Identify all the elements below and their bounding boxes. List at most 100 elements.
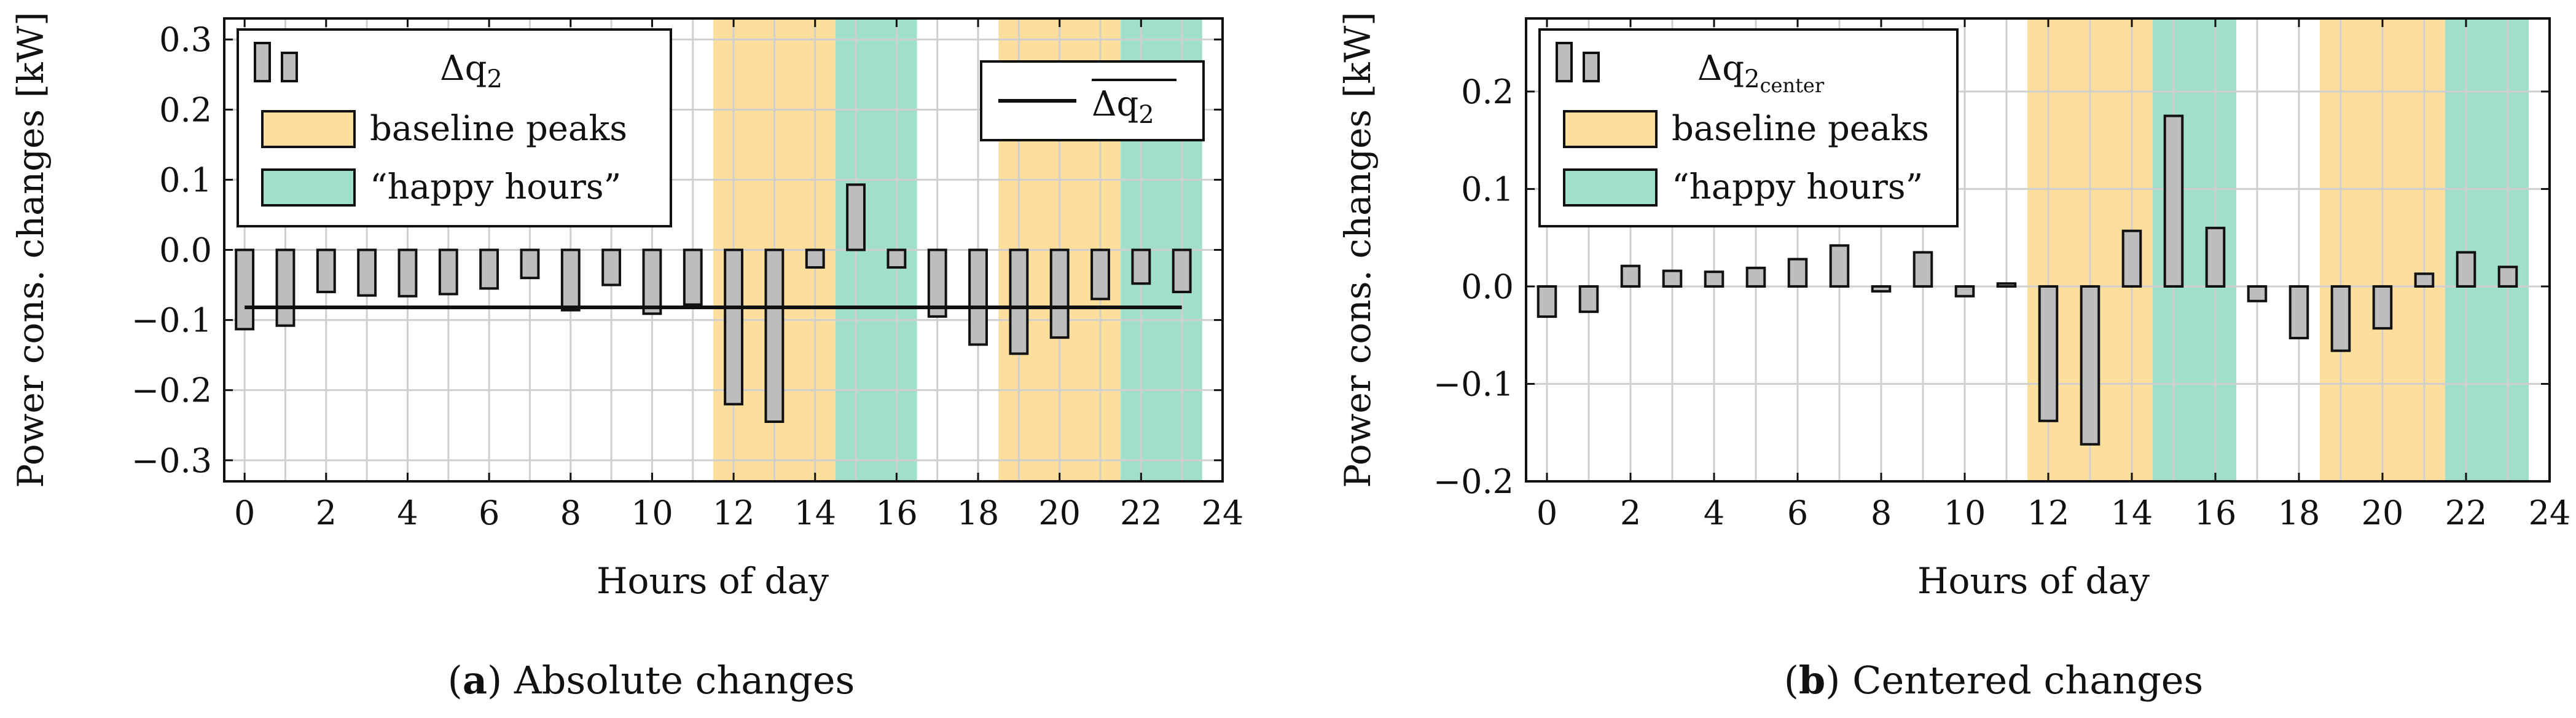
x-tick-label: 4: [1704, 494, 1725, 532]
legend-bar-glyph: [1556, 42, 1573, 82]
x-tick-label: 2: [1620, 494, 1641, 532]
bar-hour-21: [2414, 272, 2435, 288]
x-tick-label: 4: [397, 494, 418, 532]
y-tick-label: 0.1: [1461, 170, 1514, 208]
legend-happy-swatch: [261, 168, 356, 207]
bar-hour-20: [2372, 285, 2393, 330]
x-tick-label: 18: [2278, 494, 2320, 532]
legend-bar-glyph: [1583, 52, 1600, 82]
legend-mean-label: Δq2: [1092, 84, 1154, 129]
legend-bar-glyph: [281, 52, 298, 82]
y-tick-label: −0.2: [1433, 462, 1514, 501]
legend-happy-label: “happy hours”: [1672, 167, 1923, 207]
bar-hour-23: [1172, 248, 1192, 293]
legend-bar-glyph: [254, 42, 271, 82]
bar-hour-13: [2080, 285, 2100, 446]
bar-hour-6: [1787, 258, 1808, 288]
y-tick-label: −0.3: [131, 441, 212, 480]
x-tick-label: 0: [1537, 494, 1557, 532]
bar-hour-5: [438, 248, 458, 296]
bar-hour-1: [275, 248, 296, 327]
bar-hour-7: [520, 248, 540, 280]
legend-happy-label: “happy hours”: [370, 167, 621, 207]
bar-hour-10: [1954, 285, 1975, 298]
x-tick-label: 22: [2445, 494, 2488, 532]
figure-caption: (a) Absolute changes: [448, 658, 855, 703]
x-tick-label: 22: [1120, 494, 1162, 532]
bar-hour-23: [2497, 266, 2518, 288]
x-tick-label: 0: [234, 494, 255, 532]
bar-hour-5: [1745, 266, 1766, 288]
x-tick-label: 8: [560, 494, 581, 532]
bar-hour-6: [479, 248, 499, 290]
bar-hour-11: [683, 248, 703, 306]
bar-hour-13: [764, 248, 785, 424]
bar-hour-3: [357, 248, 377, 297]
bar-hour-3: [1662, 269, 1683, 288]
bar-hour-17: [927, 248, 947, 318]
bar-hour-16: [887, 248, 907, 269]
bar-hour-10: [642, 248, 662, 315]
x-tick-label: 12: [713, 494, 755, 532]
legend-baseline-swatch: [1563, 110, 1658, 148]
legend-happy-swatch: [1563, 168, 1658, 207]
bar-hour-19: [1009, 248, 1029, 355]
x-tick-label: 24: [2529, 494, 2571, 532]
y-axis-label: Power cons. changes [kW]: [1337, 12, 1379, 488]
y-tick-label: −0.1: [131, 301, 212, 340]
shaded-region-happy-hours: [2445, 18, 2529, 481]
x-tick-label: 14: [2111, 494, 2153, 532]
bar-hour-2: [316, 248, 336, 293]
y-tick-label: 0.2: [159, 90, 212, 129]
bar-hour-12: [724, 248, 744, 406]
bar-hour-9: [601, 248, 622, 286]
legend-series-label: Δq2: [440, 49, 503, 93]
bar-hour-18: [968, 248, 988, 346]
chart-absolute-changes: 0 2 4 6 8 10 12 14 16 18 20 22 24−0.3−0.2−0.10.00.10…: [10, 12, 1243, 703]
y-tick-label: 0.1: [159, 160, 212, 199]
bar-hour-1: [1578, 285, 1599, 314]
legend-baseline-swatch: [261, 110, 356, 148]
bar-hour-8: [1871, 285, 1892, 293]
x-tick-label: 6: [479, 494, 499, 532]
bar-hour-8: [560, 248, 581, 312]
x-tick-label: 8: [1871, 494, 1892, 532]
bar-hour-4: [397, 248, 418, 298]
x-tick-label: 20: [1038, 494, 1081, 532]
bar-hour-22: [2456, 251, 2476, 288]
legend-baseline-label: baseline peaks: [1672, 109, 1929, 149]
bar-hour-16: [2205, 226, 2226, 288]
bar-hour-11: [1996, 282, 2017, 288]
bar-hour-20: [1049, 248, 1070, 339]
x-tick-label: 20: [2362, 494, 2404, 532]
bar-hour-19: [2330, 285, 2351, 352]
bar-hour-12: [2038, 285, 2059, 422]
x-tick-label: 6: [1787, 494, 1808, 532]
bar-hour-7: [1829, 244, 1850, 288]
x-tick-label: 10: [1944, 494, 1986, 532]
bar-hour-17: [2247, 285, 2268, 302]
y-axis-label: Power cons. changes [kW]: [10, 12, 52, 488]
y-tick-label: −0.1: [1433, 365, 1514, 403]
bar-hour-15: [2163, 114, 2184, 288]
legend: Δq2 baseline peaks “happy hours”: [237, 28, 672, 227]
y-tick-label: 0.3: [159, 20, 212, 59]
bar-hour-0: [1537, 285, 1557, 318]
bar-hour-18: [2288, 285, 2309, 339]
y-tick-label: 0.2: [1461, 73, 1514, 111]
bar-hour-2: [1620, 264, 1641, 288]
chart-centered-changes: 0 2 4 6 8 10 12 14 16 18 20 22 24−0.2−0.10.00.10.2Ho…: [1337, 12, 2570, 703]
bar-hour-14: [805, 248, 825, 269]
x-axis-label: Hours of day: [597, 560, 829, 602]
x-tick-label: 12: [2027, 494, 2070, 532]
bar-hour-15: [846, 183, 866, 251]
x-tick-label: 10: [631, 494, 673, 532]
y-tick-label: −0.2: [131, 371, 212, 410]
legend-baseline-label: baseline peaks: [370, 109, 627, 149]
x-tick-label: 16: [2194, 494, 2237, 532]
bar-hour-4: [1704, 270, 1725, 288]
x-tick-label: 14: [794, 494, 836, 532]
bar-hour-0: [235, 248, 255, 331]
figure-caption: (b) Centered changes: [1784, 658, 2204, 703]
y-tick-label: 0.0: [159, 231, 212, 270]
